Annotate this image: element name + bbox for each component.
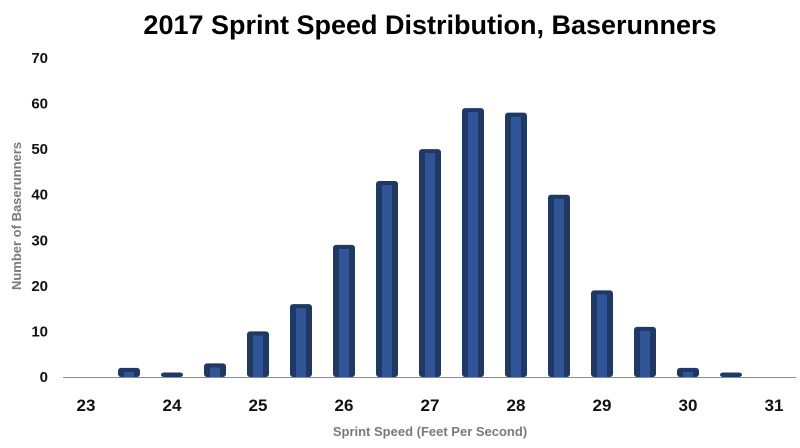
y-tick-label: 30: [31, 232, 48, 249]
bar-highlight: [124, 371, 134, 377]
x-axis-title: Sprint Speed (Feet Per Second): [333, 424, 527, 439]
y-tick-label: 50: [31, 141, 48, 158]
x-tick-label: 25: [249, 396, 268, 415]
bar-highlight: [597, 294, 607, 377]
x-tick-label: 30: [679, 396, 698, 415]
y-tick-label: 0: [40, 369, 48, 386]
bar-highlight: [554, 198, 564, 377]
y-axis-title: Number of Baserunners: [9, 142, 24, 290]
x-axis: 23 24 25 26 27 28 29 30 31: [77, 396, 784, 415]
bar-highlight: [253, 335, 263, 377]
bar-highlight: [382, 185, 392, 377]
x-tick-label: 29: [593, 396, 612, 415]
x-tick-label: 31: [765, 396, 784, 415]
bar: [720, 372, 742, 377]
x-tick-label: 23: [77, 396, 96, 415]
bar-highlight: [210, 367, 220, 377]
y-tick-label: 20: [31, 278, 48, 295]
bar-highlight: [339, 248, 349, 377]
bar-highlight: [511, 116, 521, 377]
y-tick-label: 60: [31, 96, 48, 113]
bar-highlight: [425, 153, 435, 377]
y-axis: 0 10 20 30 40 50 60 70: [31, 50, 48, 386]
bar-highlight: [468, 112, 478, 377]
x-tick-label: 28: [507, 396, 526, 415]
bar-highlight: [640, 330, 650, 377]
bar-highlight: [296, 308, 306, 377]
x-tick-label: 24: [163, 396, 182, 415]
chart-title: 2017 Sprint Speed Distribution, Baserunn…: [143, 10, 716, 40]
y-tick-label: 10: [31, 323, 48, 340]
x-tick-label: 26: [335, 396, 354, 415]
y-tick-label: 70: [31, 50, 48, 67]
bars-group: [118, 108, 742, 377]
bar: [161, 372, 183, 377]
bar-highlight: [683, 371, 693, 377]
y-tick-label: 40: [31, 187, 48, 204]
x-tick-label: 27: [421, 396, 440, 415]
